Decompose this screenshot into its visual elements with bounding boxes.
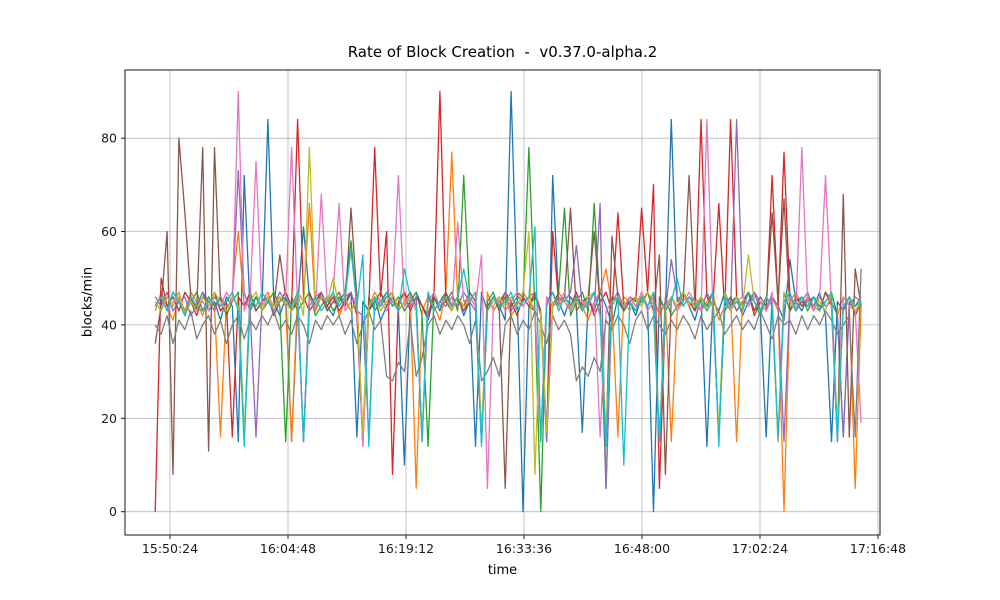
svg-text:16:48:00: 16:48:00 bbox=[614, 541, 670, 556]
chart-title: Rate of Block Creation - v0.37.0-alpha.2 bbox=[347, 43, 658, 61]
svg-text:16:33:36: 16:33:36 bbox=[496, 541, 552, 556]
svg-text:60: 60 bbox=[101, 224, 117, 239]
svg-text:16:04:48: 16:04:48 bbox=[260, 541, 316, 556]
svg-text:17:16:48: 17:16:48 bbox=[850, 541, 906, 556]
y-axis-label: blocks/min bbox=[80, 266, 96, 338]
svg-text:0: 0 bbox=[109, 504, 117, 519]
svg-text:80: 80 bbox=[101, 131, 117, 146]
svg-text:15:50:24: 15:50:24 bbox=[142, 541, 198, 556]
svg-text:20: 20 bbox=[101, 411, 117, 426]
svg-text:17:02:24: 17:02:24 bbox=[732, 541, 788, 556]
svg-text:16:19:12: 16:19:12 bbox=[378, 541, 434, 556]
x-axis-label: time bbox=[487, 563, 518, 578]
svg-text:40: 40 bbox=[101, 317, 117, 332]
